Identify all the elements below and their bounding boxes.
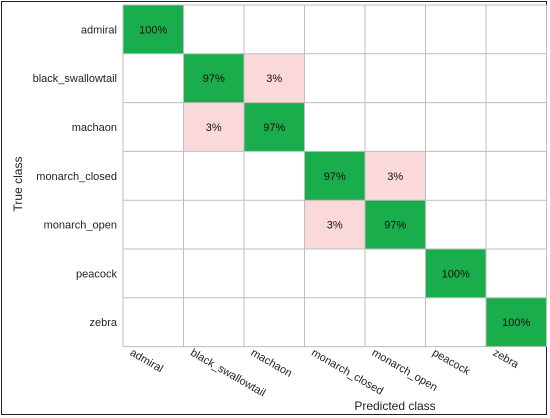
matrix-cell [425,5,486,54]
column-label: zebra [491,347,522,372]
matrix-cell [244,5,305,54]
matrix-cell [123,53,184,103]
matrix-cell [304,249,365,298]
y-axis-title: True class [11,157,25,212]
row-label: machaon [72,122,117,134]
matrix-cell [365,249,426,298]
matrix-cell [123,102,184,152]
matrix-cell [244,53,305,103]
column-label: machaon [249,347,294,380]
column-label: admiral [128,347,165,375]
matrix-cell [123,151,184,201]
matrix-cell [365,297,426,347]
matrix-cell [425,102,486,152]
matrix-cell [486,53,547,103]
cell-value-label: 97% [384,220,406,232]
matrix-cell [365,102,426,152]
matrix-cell [486,200,547,249]
matrix-grid [122,4,547,348]
matrix-cell [123,5,184,54]
matrix-cell [244,249,305,298]
matrix-cell [183,151,244,201]
cell-value-label: 97% [203,73,225,85]
matrix-cell [123,249,184,298]
matrix-cell [244,297,305,347]
matrix-cell [365,53,426,103]
matrix-cell [123,297,184,347]
cell-value-label: 97% [263,122,285,134]
row-label: admiral [81,24,117,36]
matrix-cell [425,151,486,201]
matrix-cell [486,297,547,347]
cell-value-label: 100% [442,268,470,280]
matrix-cell [183,200,244,249]
matrix-cells: 100% 97% 3% 3% 97% 97% 3% 3% 97% 100% 100% [123,5,547,347]
matrix-cell [244,200,305,249]
cell-value-label: 97% [324,171,346,183]
cell-value-label: 3% [266,73,282,85]
matrix-cell [183,249,244,298]
matrix-cell [425,249,486,298]
x-axis-title: Predicted class [354,399,435,413]
matrix-cell [304,5,365,54]
matrix-cell [486,249,547,298]
matrix-cell [244,102,305,152]
matrix-cell [304,151,365,201]
matrix-cell [183,102,244,152]
row-label: zebra [89,317,117,329]
matrix-cell [304,297,365,347]
column-label: peacock [430,347,472,378]
matrix-cell [365,200,426,249]
matrix-cell [425,297,486,347]
matrix-cell [304,102,365,152]
cell-value-label: 3% [206,122,222,134]
matrix-cell [425,53,486,103]
matrix-cell [304,200,365,249]
cell-value-label: 100% [139,24,167,36]
matrix-cell [486,102,547,152]
matrix-cell [365,151,426,201]
row-label: peacock [76,268,117,280]
matrix-cell [183,53,244,103]
cell-value-label: 100% [502,317,530,329]
matrix-cell [365,5,426,54]
matrix-cell [123,200,184,249]
matrix-cell [244,151,305,201]
matrix-cell [183,5,244,54]
row-label: black_swallowtail [33,73,117,85]
cell-value-label: 3% [387,171,403,183]
row-label: monarch_closed [36,171,117,183]
matrix-cell [304,53,365,103]
cell-value-label: 3% [327,220,343,232]
matrix-cell [425,200,486,249]
matrix-cell [486,5,547,54]
matrix-cell [486,151,547,201]
row-label: monarch_open [44,220,117,232]
matrix-cell [183,297,244,347]
